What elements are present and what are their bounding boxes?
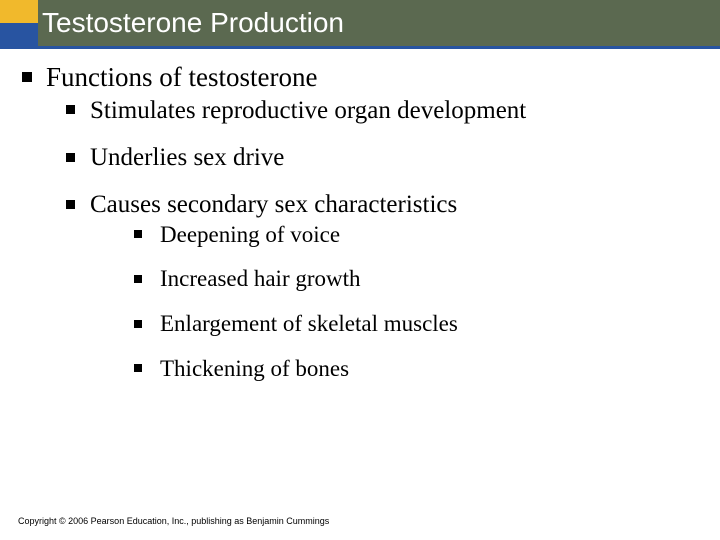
list-item: Thickening of bones	[134, 355, 694, 384]
square-bullet-icon	[134, 275, 142, 283]
bullet-text: Thickening of bones	[160, 356, 349, 381]
bullet-text: Underlies sex drive	[90, 144, 284, 171]
accent-yellow	[0, 0, 38, 23]
square-bullet-icon	[134, 320, 142, 328]
bullet-text: Enlargement of skeletal muscles	[160, 311, 458, 336]
bullet-text: Causes secondary sex characteristics	[90, 191, 457, 218]
square-bullet-icon	[22, 72, 32, 82]
list-item: Stimulates reproductive organ developmen…	[66, 95, 694, 126]
list-item: Enlargement of skeletal muscles	[134, 310, 694, 339]
list-item: Increased hair growth	[134, 265, 694, 294]
slide-title: Testosterone Production	[42, 7, 344, 39]
square-bullet-icon	[134, 364, 142, 372]
list-item: Functions of testosterone Stimulates rep…	[22, 61, 694, 384]
slide: Testosterone Production Functions of tes…	[0, 0, 720, 540]
accent-block	[0, 0, 38, 46]
bullet-text: Deepening of voice	[160, 222, 340, 247]
list-item: Causes secondary sex characteristics Dee…	[66, 189, 694, 383]
title-bar: Testosterone Production	[0, 0, 720, 46]
slide-body: Functions of testosterone Stimulates rep…	[0, 49, 720, 384]
square-bullet-icon	[66, 105, 75, 114]
bullet-text: Increased hair growth	[160, 266, 361, 291]
square-bullet-icon	[66, 153, 75, 162]
square-bullet-icon	[66, 200, 75, 209]
copyright-text: Copyright © 2006 Pearson Education, Inc.…	[18, 516, 329, 526]
bullet-text: Functions of testosterone	[46, 62, 317, 92]
bullet-text: Stimulates reproductive organ developmen…	[90, 97, 526, 124]
list-item: Deepening of voice	[134, 221, 694, 250]
accent-blue	[0, 23, 38, 46]
list-item: Underlies sex drive	[66, 142, 694, 173]
square-bullet-icon	[134, 230, 142, 238]
